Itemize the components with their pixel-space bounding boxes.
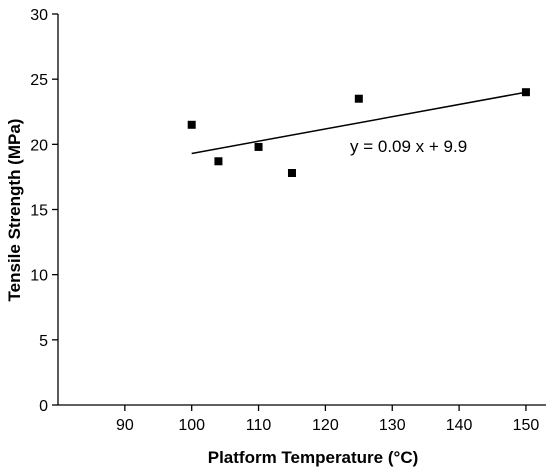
x-tick-label: 130 (379, 417, 406, 434)
data-point (287, 169, 296, 178)
y-tick-label: 0 (39, 398, 48, 415)
data-point (214, 157, 223, 166)
y-tick-label: 25 (30, 72, 48, 89)
trend-line (191, 91, 527, 155)
x-tick-label: 140 (446, 417, 473, 434)
x-tick-label: 100 (178, 417, 205, 434)
x-axis-title: Platform Temperature (°C) (208, 448, 419, 467)
x-tick-label: 90 (116, 417, 134, 434)
plot-area: 0 5 10 15 20 25 30 90 100 110 120 130 140 150 (30, 7, 546, 434)
x-tick-label: 120 (312, 417, 339, 434)
x-tick-label: 110 (246, 417, 272, 434)
regression-equation: y = 0.09 x + 9.9 (350, 137, 467, 156)
data-point (254, 142, 263, 151)
y-tick-label: 15 (30, 203, 48, 220)
data-point (354, 94, 363, 103)
x-tick-label: 150 (513, 417, 540, 434)
y-axis-title: Tensile Strength (MPa) (5, 119, 24, 302)
data-point (521, 88, 530, 97)
y-tick-label: 30 (30, 7, 48, 24)
data-point (187, 120, 196, 129)
y-tick-label: 5 (39, 333, 48, 350)
y-tick-label: 20 (30, 137, 48, 154)
y-tick-label: 10 (30, 268, 48, 285)
